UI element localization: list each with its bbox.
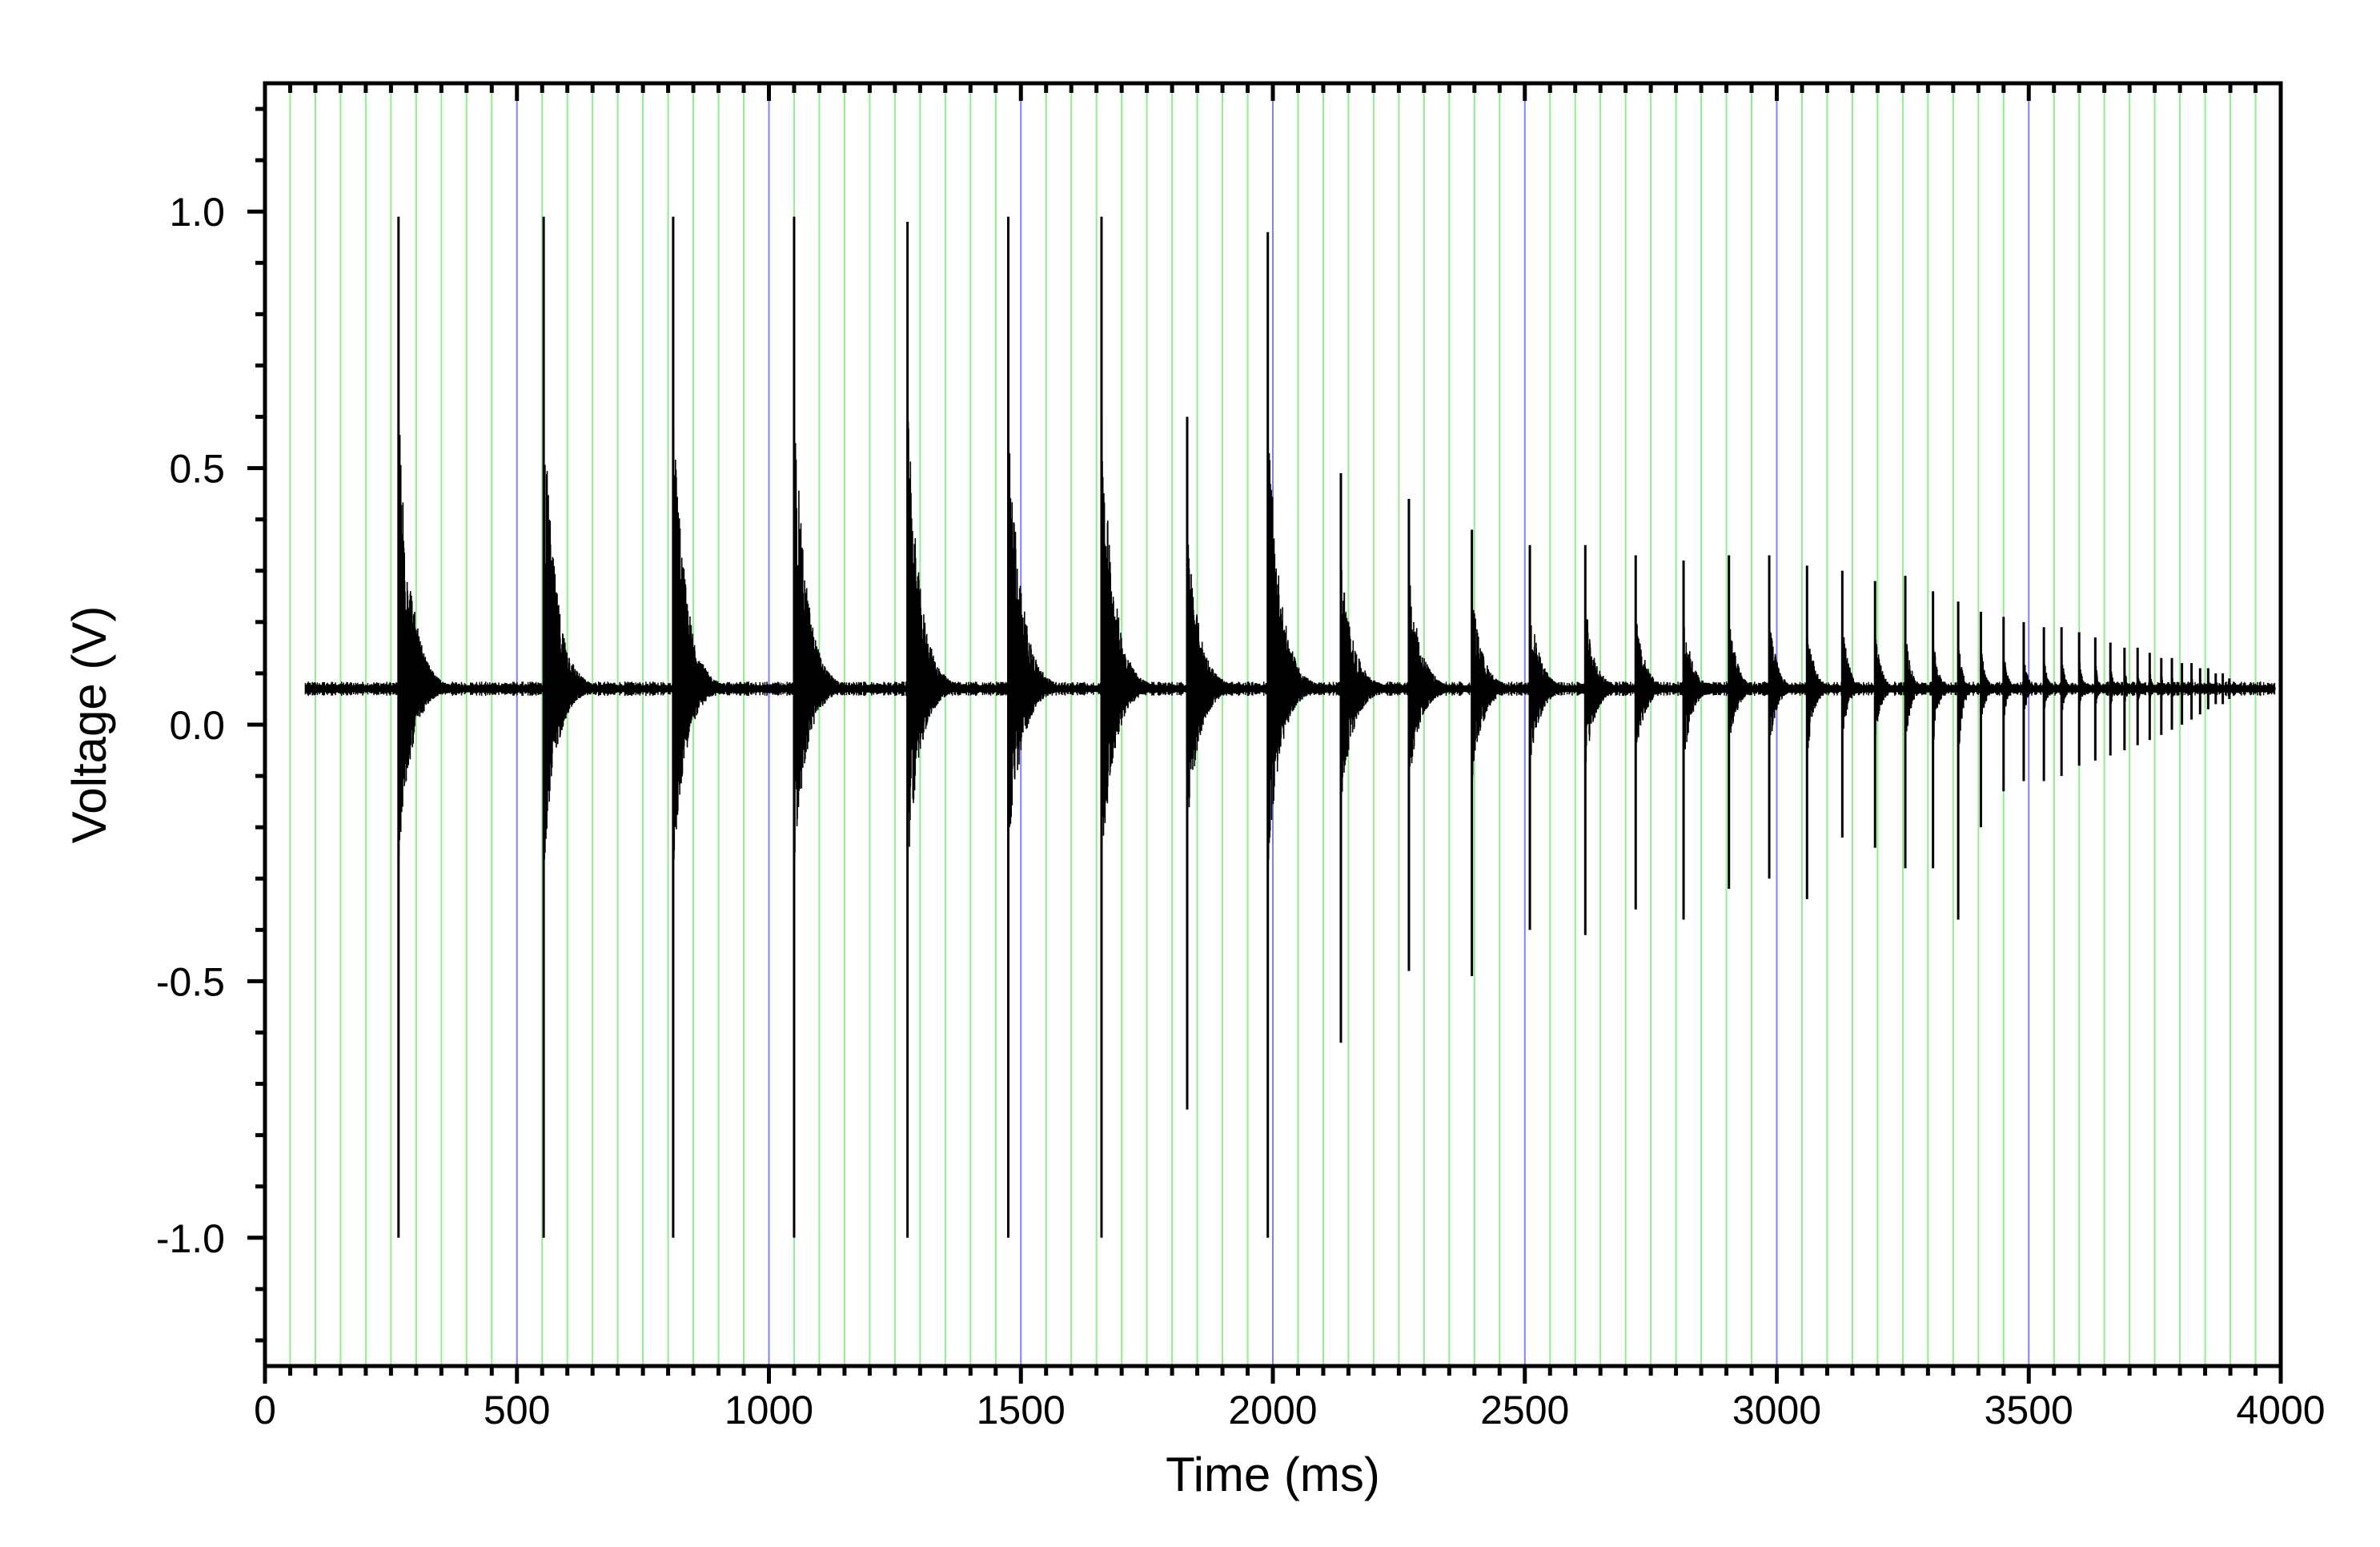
y-tick-label: 0.0 <box>169 703 225 748</box>
x-tick-label: 3000 <box>1732 1388 1821 1432</box>
burst-ringing <box>1957 650 1978 745</box>
burst-ringing <box>672 428 729 860</box>
y-tick-label: 0.5 <box>169 447 225 492</box>
burst-ringing <box>2200 679 2208 694</box>
burst-ringing <box>2229 684 2270 692</box>
burst-ringing <box>2215 684 2222 691</box>
x-tick-label: 3500 <box>1985 1388 2073 1432</box>
burst-ringing <box>1267 453 1324 860</box>
x-tick-label: 4000 <box>2236 1388 2325 1432</box>
burst-ringing <box>2149 674 2161 699</box>
burst-ringing <box>2044 660 2060 709</box>
burst-ringing <box>1932 641 1956 740</box>
x-tick-label: 2500 <box>1480 1388 1569 1432</box>
burst-ringing <box>907 421 964 847</box>
burst-ringing <box>398 435 455 856</box>
burst-ringing <box>2003 661 2021 717</box>
x-tick-label: 2000 <box>1228 1388 1317 1432</box>
x-axis-title: Time (ms) <box>1166 1448 1380 1501</box>
y-tick-label: -1.0 <box>156 1216 225 1261</box>
burst-ringing <box>1101 416 1158 850</box>
x-tick-label: 0 <box>254 1388 276 1432</box>
burst-ringing <box>2137 677 2149 701</box>
burst-ringing <box>1683 627 1723 749</box>
burst-ringing <box>2110 671 2123 704</box>
burst-ringing <box>2191 679 2200 693</box>
y-tick-labels: 1.0 0.5 0.0 -0.5 -1.0 <box>156 190 225 1261</box>
burst-ringing <box>1340 567 1397 792</box>
y-tick-label: -0.5 <box>156 959 225 1004</box>
burst-ringing <box>1807 637 1838 749</box>
burst-ringing <box>1981 653 2001 714</box>
burst-ringing <box>2181 678 2191 695</box>
burst-ringing <box>1875 639 1901 735</box>
burst-ringing <box>2208 680 2215 693</box>
burst-ringing <box>1008 428 1065 827</box>
burst-ringing <box>543 445 600 860</box>
burst-ringing <box>2124 671 2137 702</box>
y-tick-label: 1.0 <box>169 190 225 235</box>
burst-ringing <box>2079 659 2093 707</box>
burst-ringing <box>1842 637 1871 729</box>
burst-ringing <box>2095 665 2109 704</box>
y-axis-title: Voltage (V) <box>62 606 116 844</box>
burst-ringing <box>1768 617 1802 736</box>
burst-ringing <box>2023 665 2041 709</box>
burst-ringing <box>1728 629 1764 733</box>
burst-ringing <box>2161 677 2171 701</box>
burst-ringing <box>2061 656 2077 712</box>
burst-ringing <box>1471 609 1522 778</box>
burst-ringing <box>1186 544 1243 808</box>
x-tick-label: 1500 <box>977 1388 1066 1432</box>
axis-ticks <box>247 83 2283 1384</box>
burst-ringing <box>2222 684 2229 691</box>
burst-ringing <box>1904 644 1930 732</box>
burst-ringing <box>2171 674 2181 698</box>
burst-ringing <box>1635 624 1677 743</box>
burst-ringing <box>793 443 850 853</box>
x-tick-labels: 0 500 1000 1500 2000 2500 3000 3500 4000 <box>254 1388 2326 1432</box>
burst-ringing <box>1585 619 1629 762</box>
burst-ringing <box>1529 625 1578 765</box>
voltage-series <box>304 216 2276 1238</box>
x-tick-label: 500 <box>484 1388 550 1432</box>
x-tick-label: 1000 <box>724 1388 813 1432</box>
burst-ringing <box>1408 585 1463 766</box>
